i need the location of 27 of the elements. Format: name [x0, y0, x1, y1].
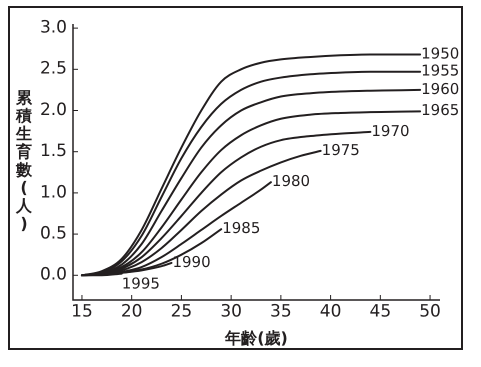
series-label: 1965	[421, 101, 460, 120]
series-label: 1980	[272, 172, 310, 190]
x-tick-label: 30	[220, 302, 242, 322]
series-label: 1970	[371, 122, 410, 140]
x-tick-label: 40	[320, 302, 342, 322]
series-label: 1950	[421, 44, 460, 62]
x-tick-label: 20	[120, 302, 142, 322]
series-label: 1990	[172, 252, 211, 271]
x-tick-label: 25	[170, 302, 192, 322]
y-tick-label: 0.0	[40, 264, 67, 285]
x-axis-title: 年齡(歲)	[224, 328, 288, 348]
x-tick-label: 50	[419, 302, 441, 322]
series-label: 1985	[222, 219, 260, 238]
y-tick-label: 0.5	[40, 224, 67, 244]
series-label: 1995	[122, 274, 160, 293]
x-tick-label: 15	[71, 302, 93, 322]
y-axis-title: 累積生育數(人)	[15, 88, 33, 234]
y-tick-label: 2.0	[40, 100, 67, 120]
series-label: 1955	[421, 62, 460, 80]
y-tick-label: 1.5	[40, 141, 67, 162]
x-tick-label: 45	[370, 302, 392, 322]
y-tick-label: 1.0	[40, 182, 67, 202]
y-tick-label: 2.5	[40, 58, 67, 79]
y-tick-label: 3.0	[40, 18, 67, 38]
x-tick-label: 35	[270, 302, 292, 322]
series-label: 1975	[322, 140, 360, 159]
series-label: 1960	[421, 80, 460, 98]
